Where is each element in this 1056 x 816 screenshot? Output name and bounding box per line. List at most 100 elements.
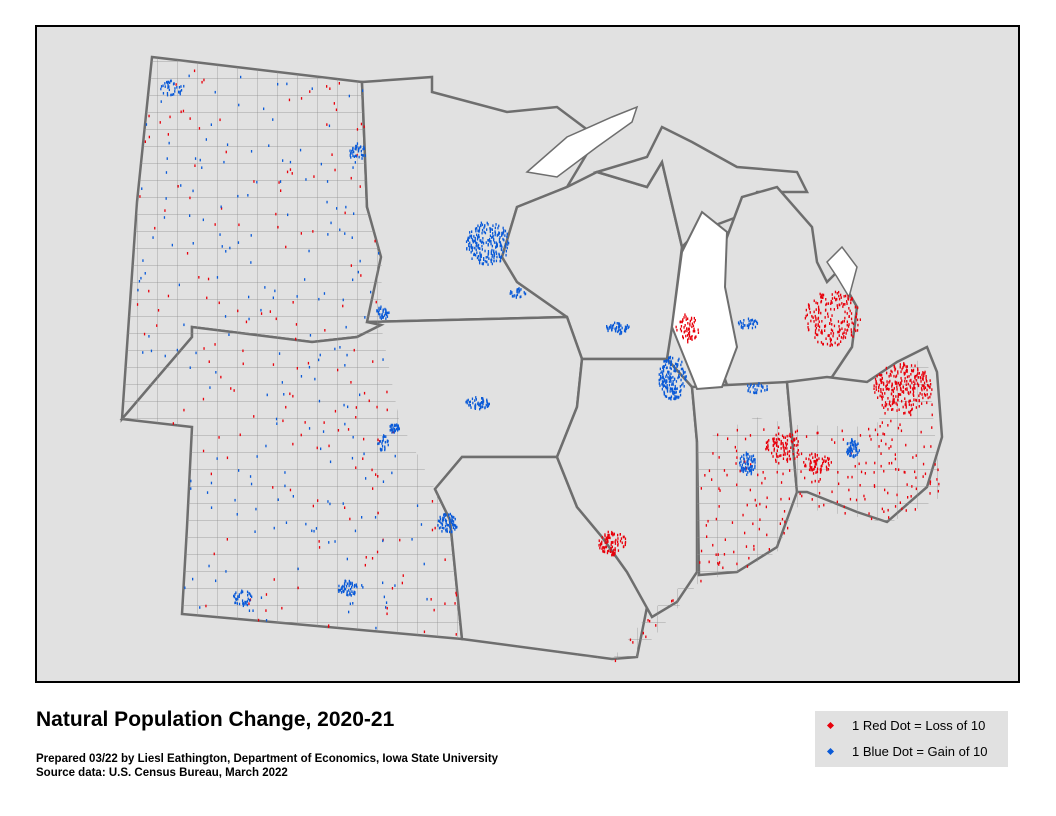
population-dot <box>884 392 886 395</box>
population-dot <box>627 326 629 330</box>
population-dot <box>842 336 844 340</box>
population-dot <box>612 541 614 544</box>
population-dot <box>604 541 606 544</box>
population-dot <box>278 181 280 184</box>
population-dot <box>613 552 616 555</box>
population-dot <box>618 322 621 326</box>
population-dot <box>759 518 761 521</box>
population-dot <box>304 421 306 424</box>
population-dot <box>168 141 170 145</box>
population-dot <box>670 387 672 391</box>
population-dot <box>857 451 859 454</box>
population-dot <box>891 388 893 392</box>
population-dot <box>160 100 162 103</box>
population-dot <box>246 590 249 594</box>
population-dot <box>671 599 673 603</box>
population-dot <box>148 289 150 293</box>
population-dot <box>629 638 632 642</box>
population-dot <box>851 448 853 452</box>
legend: 1 Red Dot = Loss of 10 1 Blue Dot = Gain… <box>815 711 1008 767</box>
population-dot <box>818 491 821 495</box>
population-dot <box>477 224 479 228</box>
population-dot <box>773 440 775 443</box>
population-dot <box>774 441 776 444</box>
population-dot <box>853 327 856 331</box>
population-dot <box>902 390 905 393</box>
population-dot <box>773 449 775 452</box>
population-dot <box>180 85 182 88</box>
population-dot <box>855 449 858 453</box>
population-dot <box>887 408 889 411</box>
population-dot <box>896 409 898 412</box>
population-dot <box>912 390 915 394</box>
population-dot <box>377 310 380 314</box>
population-dot <box>836 337 839 340</box>
population-dot <box>465 240 468 243</box>
population-dot <box>909 409 912 413</box>
population-dot <box>849 454 851 457</box>
population-dot <box>274 289 276 293</box>
population-dot <box>873 471 875 474</box>
population-dot <box>791 440 794 444</box>
population-dot <box>308 427 311 430</box>
population-dot <box>614 549 616 552</box>
population-dot <box>788 434 790 438</box>
population-dot <box>234 593 236 596</box>
population-dot <box>822 462 824 465</box>
population-dot <box>784 436 786 439</box>
population-dot <box>611 553 613 557</box>
population-dot <box>881 380 883 384</box>
population-dot <box>874 391 876 394</box>
population-dot <box>617 549 620 552</box>
population-dot <box>342 590 344 594</box>
population-dot <box>929 379 931 382</box>
population-dot <box>855 498 858 502</box>
population-dot <box>351 586 353 589</box>
population-dot <box>685 334 687 338</box>
population-dot <box>675 380 678 383</box>
population-dot <box>491 258 493 261</box>
population-dot <box>354 154 357 158</box>
population-dot <box>805 457 807 460</box>
population-dot <box>773 437 775 440</box>
population-dot <box>433 608 435 612</box>
population-dot <box>787 526 789 530</box>
population-dot <box>891 385 893 388</box>
population-dot <box>230 387 232 390</box>
population-dot <box>472 239 474 242</box>
population-dot <box>884 404 886 407</box>
population-dot <box>880 439 882 442</box>
population-dot <box>745 451 747 455</box>
population-dot <box>338 590 340 593</box>
population-dot <box>624 537 627 541</box>
population-dot <box>246 600 248 603</box>
population-dot <box>647 619 649 622</box>
population-dot <box>348 584 350 588</box>
population-dot <box>467 398 469 402</box>
population-dot <box>359 259 361 263</box>
population-dot <box>739 461 741 465</box>
population-dot <box>352 602 354 605</box>
population-dot <box>474 404 476 408</box>
population-dot <box>670 363 672 366</box>
population-dot <box>391 587 394 590</box>
population-dot <box>663 390 665 394</box>
population-dot <box>846 442 848 446</box>
population-dot <box>377 475 379 478</box>
population-dot <box>451 517 453 520</box>
population-dot <box>486 400 488 403</box>
population-dot <box>820 341 823 344</box>
population-dot <box>351 151 353 155</box>
population-dot <box>327 625 330 628</box>
population-dot <box>492 250 495 254</box>
population-dot <box>668 377 670 380</box>
population-dot <box>675 391 677 394</box>
population-dot <box>612 326 614 330</box>
population-dot <box>314 377 316 381</box>
population-dot <box>827 456 829 460</box>
population-dot <box>891 370 893 374</box>
population-dot <box>827 312 829 316</box>
population-dot <box>752 454 755 458</box>
population-dot <box>490 227 492 231</box>
population-dot <box>825 337 827 340</box>
